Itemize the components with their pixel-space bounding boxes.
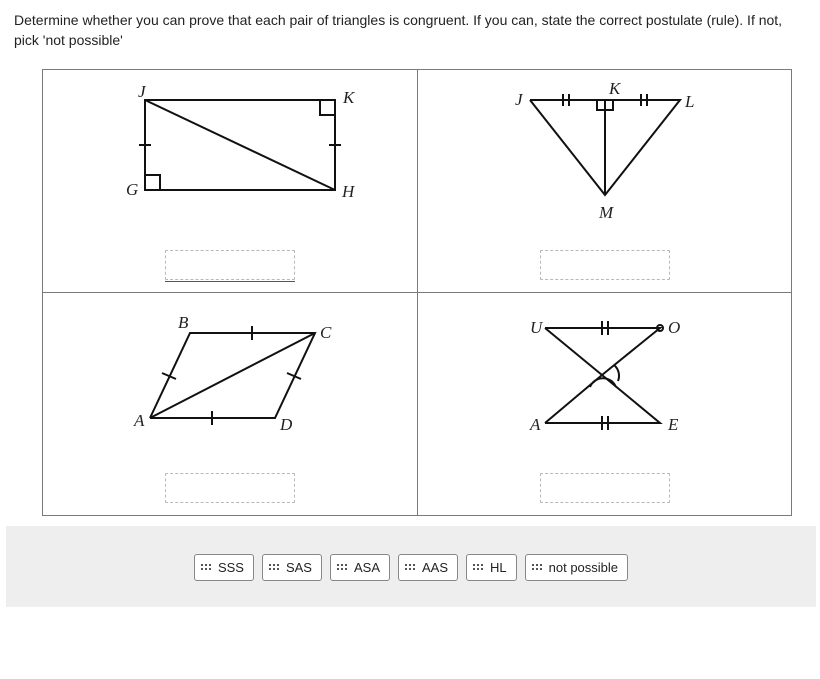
answer-token-bar: SSS SAS ASA AAS HL not possible <box>6 526 816 607</box>
label-K: K <box>608 80 622 98</box>
prompt-line-2: pick 'not possible' <box>14 32 123 48</box>
grid-row: A B C D <box>43 292 791 515</box>
label-A: A <box>529 415 541 434</box>
token-label: AAS <box>422 560 448 575</box>
token-hl[interactable]: HL <box>466 554 517 581</box>
figure-vtriangle: J K L M <box>428 78 781 228</box>
cell-bowtie: U O A E <box>417 293 791 515</box>
label-C: C <box>320 323 332 342</box>
prompt-line-1: Determine whether you can prove that eac… <box>14 12 782 28</box>
token-sss[interactable]: SSS <box>194 554 254 581</box>
label-E: E <box>667 415 679 434</box>
cell-parallelogram: A B C D <box>43 293 417 515</box>
token-label: HL <box>490 560 507 575</box>
token-not-possible[interactable]: not possible <box>525 554 628 581</box>
label-D: D <box>279 415 293 434</box>
question-prompt: Determine whether you can prove that eac… <box>14 10 806 51</box>
drop-target-3[interactable] <box>165 473 295 503</box>
drag-grip-icon <box>532 564 542 570</box>
drop-target-1[interactable] <box>165 250 295 280</box>
cell-rectangle: J K G H <box>43 70 417 292</box>
label-G: G <box>126 180 138 199</box>
label-B: B <box>178 313 189 332</box>
drag-grip-icon <box>337 564 347 570</box>
label-J: J <box>138 85 147 101</box>
drop-target-2[interactable] <box>540 250 670 280</box>
token-aas[interactable]: AAS <box>398 554 458 581</box>
drop-target-4[interactable] <box>540 473 670 503</box>
label-L: L <box>684 92 694 111</box>
drag-grip-icon <box>405 564 415 570</box>
label-U: U <box>530 318 544 337</box>
label-M: M <box>598 203 614 222</box>
token-label: SAS <box>286 560 312 575</box>
drag-grip-icon <box>269 564 279 570</box>
cell-vtriangle: J K L M <box>417 70 791 292</box>
figure-bowtie: U O A E <box>428 301 781 451</box>
label-K: K <box>342 88 356 107</box>
figure-parallelogram: A B C D <box>53 301 407 451</box>
token-label: not possible <box>549 560 618 575</box>
figure-rectangle: J K G H <box>53 78 407 228</box>
label-A: A <box>133 411 145 430</box>
token-label: ASA <box>354 560 380 575</box>
token-asa[interactable]: ASA <box>330 554 390 581</box>
grid-row: J K G H <box>43 70 791 292</box>
label-J: J <box>515 90 524 109</box>
token-label: SSS <box>218 560 244 575</box>
label-O: O <box>668 318 680 337</box>
figure-grid: J K G H <box>42 69 792 516</box>
drag-grip-icon <box>201 564 211 570</box>
token-sas[interactable]: SAS <box>262 554 322 581</box>
label-H: H <box>341 182 356 201</box>
drag-grip-icon <box>473 564 483 570</box>
